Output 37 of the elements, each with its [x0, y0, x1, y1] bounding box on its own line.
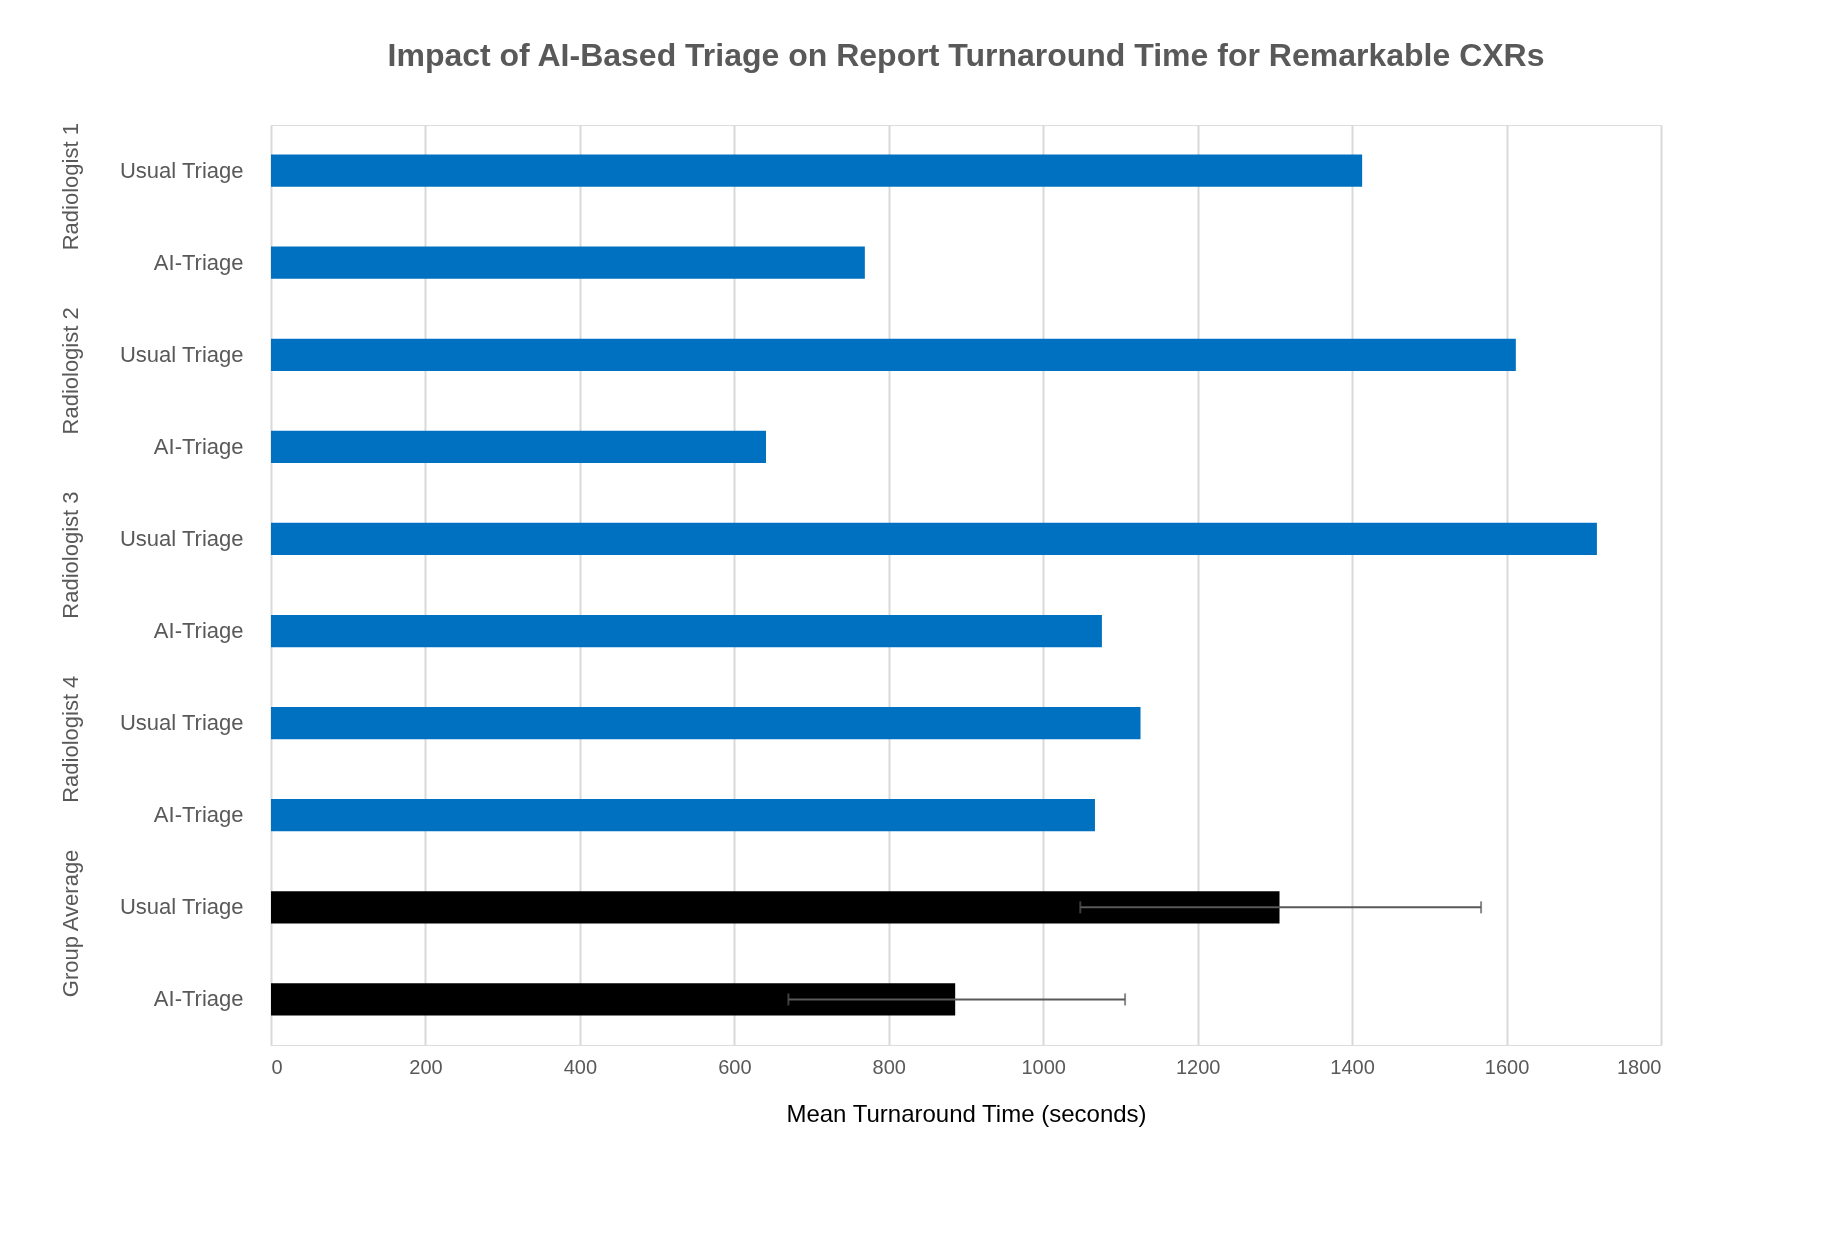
bar	[271, 707, 1141, 740]
x-tick-label: 800	[872, 1055, 906, 1078]
y-tick-label: AI-Triage	[153, 618, 244, 644]
y-tick-label: AI-Triage	[153, 433, 244, 459]
y-tick-label: Usual Triage	[119, 525, 244, 551]
x-tick-label: 1400	[1330, 1055, 1375, 1078]
x-tick-label: 1800	[1617, 1055, 1662, 1078]
x-tick-label: 1000	[1021, 1055, 1066, 1078]
x-tick-label: 0	[271, 1055, 283, 1078]
bar	[271, 154, 1363, 187]
bar	[271, 891, 1280, 924]
text: Radiologist 4	[58, 675, 83, 803]
x-tick-label: 1200	[1175, 1055, 1221, 1078]
y-tick-label: Usual Triage	[119, 341, 244, 367]
x-tick-label: 1600	[1484, 1055, 1530, 1078]
bar	[271, 614, 1102, 648]
bar	[271, 246, 865, 279]
y-tick-label: Usual Triage	[119, 157, 244, 183]
y-tick-label: AI-Triage	[153, 802, 244, 828]
text: Radiologist 3	[58, 491, 83, 619]
bar	[271, 983, 956, 1016]
y-tick-label: AI-Triage	[153, 986, 244, 1012]
y-tick-label: Usual Triage	[119, 894, 244, 920]
text: Group Average	[58, 849, 83, 998]
text: Radiologist 2	[58, 307, 83, 435]
bar	[271, 430, 766, 463]
x-tick-label: 400	[563, 1055, 598, 1078]
bar	[271, 522, 1597, 556]
x-axis-title: Mean Turnaround Time (seconds)	[786, 1099, 1147, 1127]
y-tick-label: Usual Triage	[119, 710, 244, 736]
x-tick-label: 200	[409, 1055, 443, 1078]
chart-title: Impact of AI-Based Triage on Report Turnaround Time for Remarkable CXRs	[387, 37, 1545, 74]
bar	[271, 799, 1095, 832]
text: Radiologist 1	[58, 123, 83, 251]
bar	[271, 338, 1516, 371]
y-tick-label: AI-Triage	[153, 249, 244, 275]
x-tick-label: 600	[718, 1055, 752, 1078]
